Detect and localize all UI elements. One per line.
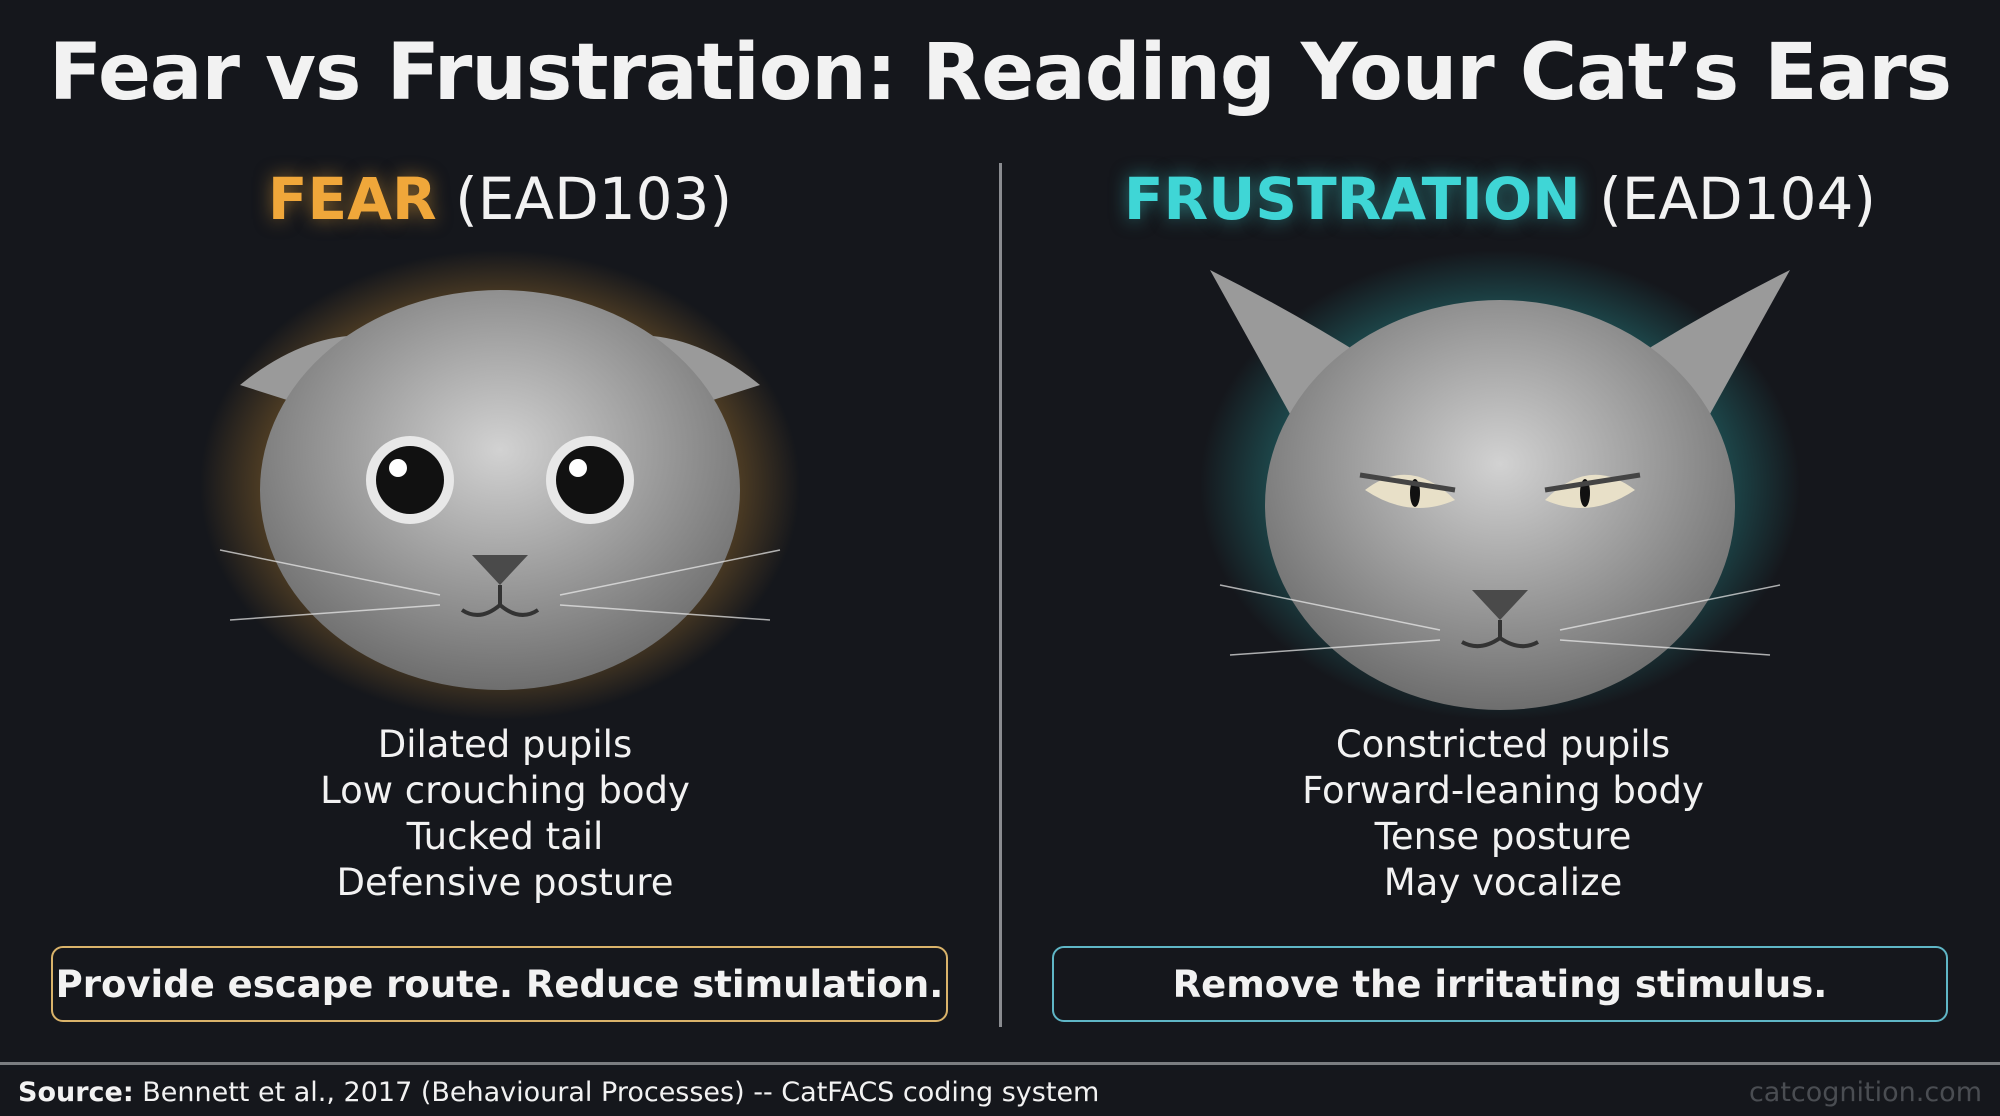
fear-advice-box: Provide escape route. Reduce stimulation… [51, 946, 948, 1022]
frustration-advice-box: Remove the irritating stimulus. [1052, 946, 1948, 1022]
fear-cat-illustration [200, 250, 800, 720]
fear-heading: FEAR (EAD103) [0, 165, 1000, 233]
page-title: Fear vs Frustration: Reading Your Cat’s … [48, 28, 1952, 118]
fear-traits: Dilated pupils Low crouching body Tucked… [5, 722, 1005, 906]
divider [999, 163, 1002, 1027]
fear-trait: Low crouching body [320, 769, 690, 812]
frustration-cat-illustration [1200, 250, 1800, 720]
frustration-trait: May vocalize [1383, 861, 1623, 904]
fear-trait: Defensive posture [336, 861, 674, 904]
frustration-trait: Forward-leaning body [1302, 769, 1704, 812]
fear-trait: Tucked tail [406, 815, 604, 858]
source-text: Bennett et al., 2017 (Behavioural Proces… [142, 1077, 1100, 1108]
frustration-heading: FRUSTRATION (EAD104) [1000, 165, 2000, 233]
frustration-trait: Tense posture [1374, 815, 1632, 858]
source-citation: Source: Bennett et al., 2017 (Behavioura… [18, 1077, 1099, 1108]
frustration-keyword: FRUSTRATION [1123, 165, 1581, 233]
source-label: Source: [18, 1077, 134, 1108]
frustration-traits: Constricted pupils Forward-leaning body … [1003, 722, 2000, 906]
frustration-advice: Remove the irritating stimulus. [1172, 962, 1828, 1006]
frustration-code: (EAD104) [1599, 165, 1877, 233]
frustration-trait: Constricted pupils [1335, 723, 1671, 766]
fear-code: (EAD103) [455, 165, 733, 233]
fear-keyword: FEAR [267, 165, 437, 233]
site-watermark: catcognition.com [1748, 1077, 1982, 1108]
fear-advice: Provide escape route. Reduce stimulation… [55, 962, 944, 1006]
fear-trait: Dilated pupils [377, 723, 633, 766]
footer-divider [0, 1062, 2000, 1065]
